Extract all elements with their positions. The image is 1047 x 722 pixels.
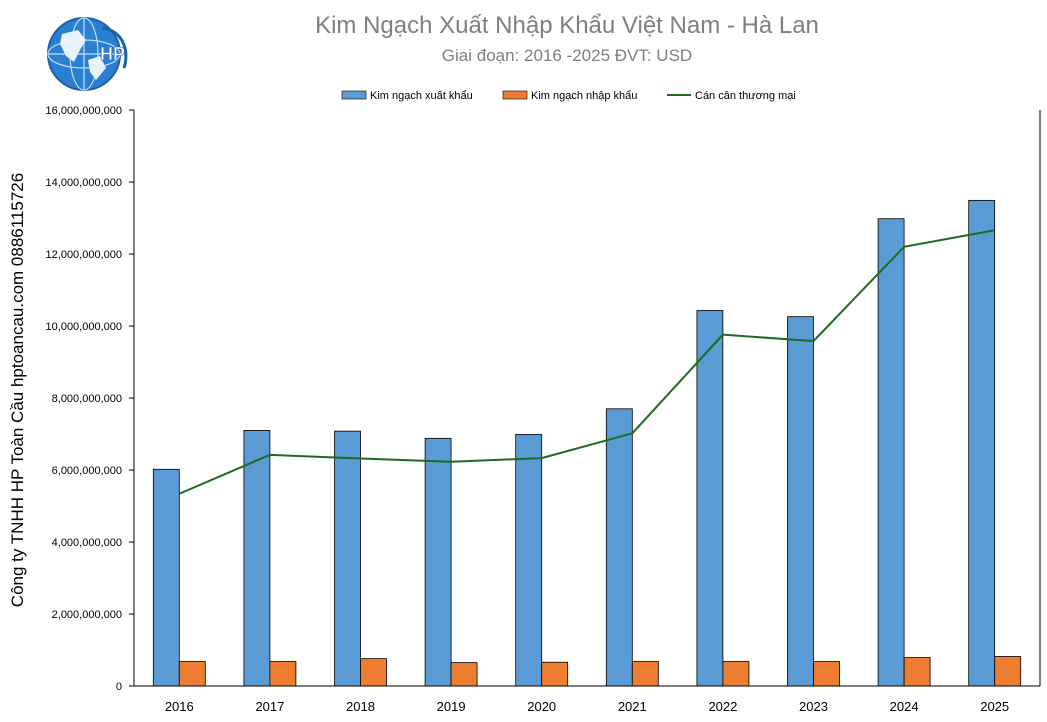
y-tick-label: 4,000,000,000 — [52, 537, 122, 549]
y-tick-label: 0 — [116, 681, 122, 693]
legend-balance-label: Cán cân thương mại — [695, 90, 796, 102]
export-bar-2020 — [515, 433, 543, 687]
import-bar-2023 — [813, 661, 840, 687]
export-bar-2022 — [696, 310, 724, 687]
y-tick-label: 12,000,000,000 — [46, 249, 122, 261]
import-bar-2025 — [994, 656, 1022, 687]
chart-subtitle: Giai đoạn: 2016 -2025 ĐVT: USD — [441, 46, 693, 65]
y-axis: 0 2,000,000,000 4,000,000,000 6,000,000,000… — [46, 105, 1041, 693]
export-bar-2023 — [787, 316, 814, 687]
x-tick-label: 2024 — [890, 699, 919, 714]
export-bar-2019 — [424, 437, 452, 687]
legend-import-label: Kim ngạch nhập khẩu — [531, 90, 637, 102]
globe-icon: HP — [47, 17, 128, 91]
import-bar-2018 — [360, 658, 387, 687]
y-tick-label: 14,000,000,000 — [46, 177, 122, 189]
logo-text: HP — [100, 44, 125, 64]
x-tick-label: 2025 — [980, 699, 1009, 714]
y-tick-label: 8,000,000,000 — [52, 393, 122, 405]
import-bar-2017 — [269, 661, 297, 687]
export-bar-2025 — [968, 199, 996, 687]
x-tick-label: 2017 — [255, 699, 284, 714]
line-series — [178, 229, 995, 495]
x-tick-label: 2020 — [527, 699, 556, 714]
import-bar-2019 — [450, 662, 478, 687]
x-tick-label: 2018 — [346, 699, 375, 714]
x-tick-label: 2022 — [708, 699, 737, 714]
x-tick-label: 2016 — [165, 699, 194, 714]
x-tick-label: 2021 — [618, 699, 647, 714]
trade-balance-line — [178, 229, 995, 495]
export-bar-2018 — [334, 430, 361, 687]
import-bar-2016 — [178, 661, 206, 687]
import-bar-2021 — [631, 661, 659, 687]
legend-import-swatch — [502, 90, 528, 100]
import-bar-2022 — [722, 661, 750, 687]
y-tick-label: 6,000,000,000 — [52, 465, 122, 477]
export-bar-2017 — [243, 429, 271, 687]
y-tick-label: 16,000,000,000 — [46, 105, 122, 117]
chart-title: Kim Ngạch Xuất Nhập Khẩu Việt Nam - Hà L… — [315, 12, 819, 39]
x-tick-label: 2023 — [799, 699, 828, 714]
chart-legend: Kim ngạch xuất khẩu Kim ngạch nhập khẩu Cá… — [341, 90, 796, 102]
bar-series — [152, 199, 1022, 687]
y-tick-label: 10,000,000,000 — [46, 321, 122, 333]
import-bar-2020 — [541, 661, 569, 687]
y-tick-label: 2,000,000,000 — [52, 609, 122, 621]
legend-export-label: Kim ngạch xuất khẩu — [370, 90, 473, 102]
export-bar-2024 — [877, 218, 905, 687]
company-logo: HP — [44, 10, 134, 98]
export-bar-2021 — [605, 408, 633, 687]
legend-export-swatch — [341, 90, 367, 100]
x-tick-label: 2019 — [437, 699, 466, 714]
export-bar-2016 — [152, 468, 180, 687]
import-bar-2024 — [903, 657, 931, 687]
x-axis: 2016 2017 2018 2019 2020 2021 2022 2023 2024 2025 — [134, 685, 1040, 714]
